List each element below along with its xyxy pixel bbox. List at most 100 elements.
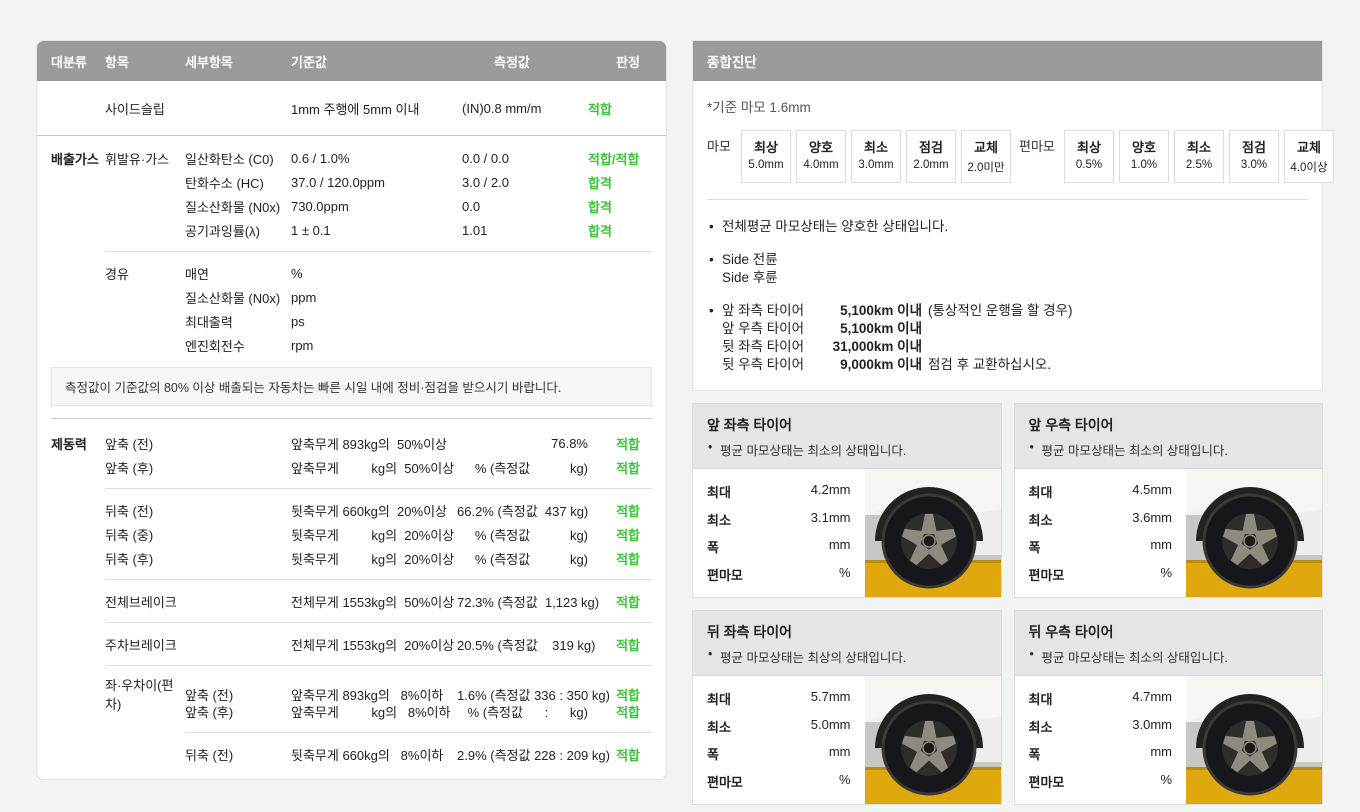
cell-standard: ppm — [291, 289, 317, 305]
tire-stat-value: mm — [828, 537, 851, 553]
cell-measured: (IN)0.8 mm/m — [462, 100, 542, 116]
tire-card-header: 뒤 우측 타이어평균 마모상태는 최소의 상태입니다. — [1014, 611, 1322, 676]
tire-life-note: (통상적인 운행을 할 경우) — [928, 303, 1073, 318]
cell-subitem: 공기과잉률(λ) — [185, 223, 260, 239]
wear-standard-note: *기준 마모 1.6mm — [707, 100, 811, 115]
tire-stat-label: 폭 — [707, 540, 719, 556]
tire-photo — [1186, 469, 1322, 597]
tire-stat-label: 최소 — [707, 719, 731, 735]
cell-subitem: 일산화탄소 (C0) — [185, 151, 274, 167]
cell-verdict: 합격 — [588, 199, 612, 215]
tire-stat-label: 최소 — [707, 512, 731, 528]
cell-subitem: 엔진회전수 — [185, 338, 245, 354]
cell-standard: 0.6 / 1.0% — [291, 150, 350, 166]
cell-item: 사이드슬립 — [105, 101, 165, 117]
cell-subitem: 최대출력 — [185, 314, 233, 330]
grade-value: 4.0mm — [803, 159, 839, 171]
summary-bullet-line: 앞 좌측 타이어 5,100km 이내 (통상적인 운행을 할 경우) — [707, 302, 1308, 320]
tire-stat-label: 최대 — [707, 692, 731, 708]
tire-stat-value: 3.6mm — [1132, 509, 1172, 525]
tire-photo — [864, 676, 1001, 804]
wear-scale-group: 마모 최상 5.0mm 양호 4.0mm 최소 3.0mm 점검 2.0mm 교체 2.0미만 — [707, 130, 1011, 183]
summary-body: *기준 마모 1.6mm 마모 최상 5.0mm 양호 4.0mm 최소 3.0mm 점검 2.… — [693, 81, 1334, 390]
tire-stat-row: 최대 5.7mm — [707, 689, 851, 708]
tire-stat-label: 최대 — [1028, 692, 1053, 708]
inspection-row: 좌·우차이(편차) 앞축 (전) 앞축무게 893kg의 8%이하 1.6% (측정값… — [37, 675, 666, 712]
wear-grade-box: 최상 0.5% — [1064, 130, 1114, 183]
table-header-measured: 측정값 — [494, 54, 530, 70]
inspection-table-panel: 대분류 항목 세부항목 기준값 측정값 판정 사이드슬립 1mm 주행에 5mm … — [36, 40, 667, 780]
tire-stat-row: 최소 3.1mm — [707, 510, 851, 529]
tire-stat-label: 편마모 — [1028, 774, 1065, 790]
inspection-row: 공기과잉률(λ) 1 ± 0.1 1.01 합격 — [37, 218, 666, 242]
tire-life-value: 5,100km 이내 — [840, 321, 922, 336]
cell-verdict: 적합 — [616, 436, 640, 452]
tire-stat-value: % — [838, 771, 851, 787]
tire-photo — [1186, 676, 1322, 804]
tire-card-header: 뒤 좌측 타이어평균 마모상태는 최상의 상태입니다. — [693, 611, 1001, 676]
tire-stat-row: 폭 mm — [1029, 537, 1173, 556]
cell-verdict: 적합 — [616, 503, 640, 519]
group-divider — [105, 622, 652, 623]
tire-stat-row: 폭 mm — [707, 537, 851, 556]
grade-name: 교체 — [974, 140, 998, 155]
cell-standard: 앞축무게 kg의 8%이하 — [291, 704, 451, 720]
summary-bullet-line: 뒷 좌측 타이어 31,000km 이내 — [707, 338, 1308, 356]
tire-stat-value: 4.2mm — [810, 482, 851, 498]
summary-bullet-group: 전체평균 마모상태는 양호한 상태입니다. — [707, 218, 1308, 236]
tire-card-title: 앞 좌측 타이어 — [707, 417, 793, 433]
wear-grade-box: 최상 5.0mm — [741, 130, 791, 183]
cell-measured: 66.2% (측정값 437 kg) — [457, 503, 589, 519]
tire-stat-row: 최대 4.2mm — [707, 482, 851, 501]
tire-stat-label: 편마모 — [1028, 567, 1065, 583]
tire-stat-row: 최대 4.7mm — [1029, 689, 1173, 708]
tire-card-title: 앞 우측 타이어 — [1028, 417, 1114, 433]
tire-card-body: 최대 4.5mm 최소 3.6mm 폭 mm 편마모% — [1015, 469, 1322, 597]
inspection-row: 질소산화물 (N0x) 730.0ppm 0.0 합격 — [37, 194, 666, 218]
group-divider — [105, 665, 652, 666]
tire-card-status: 평균 마모상태는 최상의 상태입니다. — [707, 647, 987, 666]
cell-item: 앞축 (전) — [105, 436, 154, 452]
tire-stat-value: % — [1160, 564, 1172, 580]
tire-position-label: 앞 좌측 타이어 — [722, 303, 805, 318]
cell-measured: 20.5% (측정값 319 kg) — [457, 637, 596, 653]
inspection-row: 사이드슬립 1mm 주행에 5mm 이내 (IN)0.8 mm/m 적합 — [37, 81, 666, 135]
table-header-category: 대분류 — [51, 54, 87, 70]
cell-measured: % (측정값 kg) — [474, 551, 588, 567]
tire-stat-row: 최소 3.6mm — [1029, 510, 1173, 529]
tire-card-body: 최대 4.7mm 최소 3.0mm 폭 mm 편마모% — [1015, 676, 1322, 804]
grade-value: 3.0mm — [858, 159, 894, 171]
summary-bullet-line: Side 후륜 — [707, 269, 1308, 287]
wear-scale-group: 편마모 최상 0.5% 양호 1.0% 최소 2.5% 점검 3.0% 교체 4.0이상 — [1019, 130, 1334, 183]
tire-card-title: 뒤 좌측 타이어 — [707, 624, 793, 640]
tire-card-body: 최대 4.2mm 최소 3.1mm 폭 mm 편마모% — [693, 469, 1001, 597]
wear-grade-box: 최소 2.5% — [1174, 130, 1224, 183]
grade-name: 최상 — [1077, 140, 1101, 155]
tire-position-label: 뒷 좌측 타이어 — [722, 339, 805, 354]
cell-measured: % (측정값 : kg) — [467, 704, 588, 720]
cell-standard: 뒷축무게 660kg의 8%이하 — [291, 747, 444, 763]
wear-grade-boxes: 최상 0.5% 양호 1.0% 최소 2.5% 점검 3.0% 교체 4.0이상 — [1064, 130, 1334, 183]
cell-item: 좌·우차이(편차) — [105, 678, 174, 712]
grade-name: 점검 — [919, 140, 943, 155]
cell-verdict: 적합 — [616, 527, 640, 543]
cell-standard: 전체무게 1553kg의 50%이상 — [291, 594, 455, 610]
tire-stat-label: 폭 — [1028, 747, 1041, 763]
cell-standard: 전체무게 1553kg의 20%이상 — [291, 637, 455, 653]
wear-grade-box: 점검 2.0mm — [906, 130, 956, 183]
cell-verdict: 적합 — [616, 747, 640, 763]
cell-standard: rpm — [291, 337, 314, 353]
tire-stat-label: 최소 — [1028, 512, 1053, 528]
tire-life-note: 점검 후 교환하십시오. — [928, 357, 1052, 372]
tire-card-status: 평균 마모상태는 최소의 상태입니다. — [707, 440, 987, 459]
tire-position-label: 앞 우측 타이어 — [722, 321, 805, 336]
cell-verdict: 적합/적합 — [588, 151, 640, 167]
bullet-text: Side 전륜 — [722, 252, 778, 267]
grade-value: 2.0미만 — [967, 162, 1005, 174]
tire-photo-graphic — [864, 469, 1001, 597]
tire-stat-value: 4.5mm — [1132, 482, 1172, 498]
tire-stat-value: mm — [828, 744, 851, 760]
tire-stat-row: 편마모% — [1029, 565, 1173, 584]
grade-value: 2.5% — [1185, 159, 1213, 171]
tire-life-value: 9,000km 이내 — [840, 357, 922, 372]
